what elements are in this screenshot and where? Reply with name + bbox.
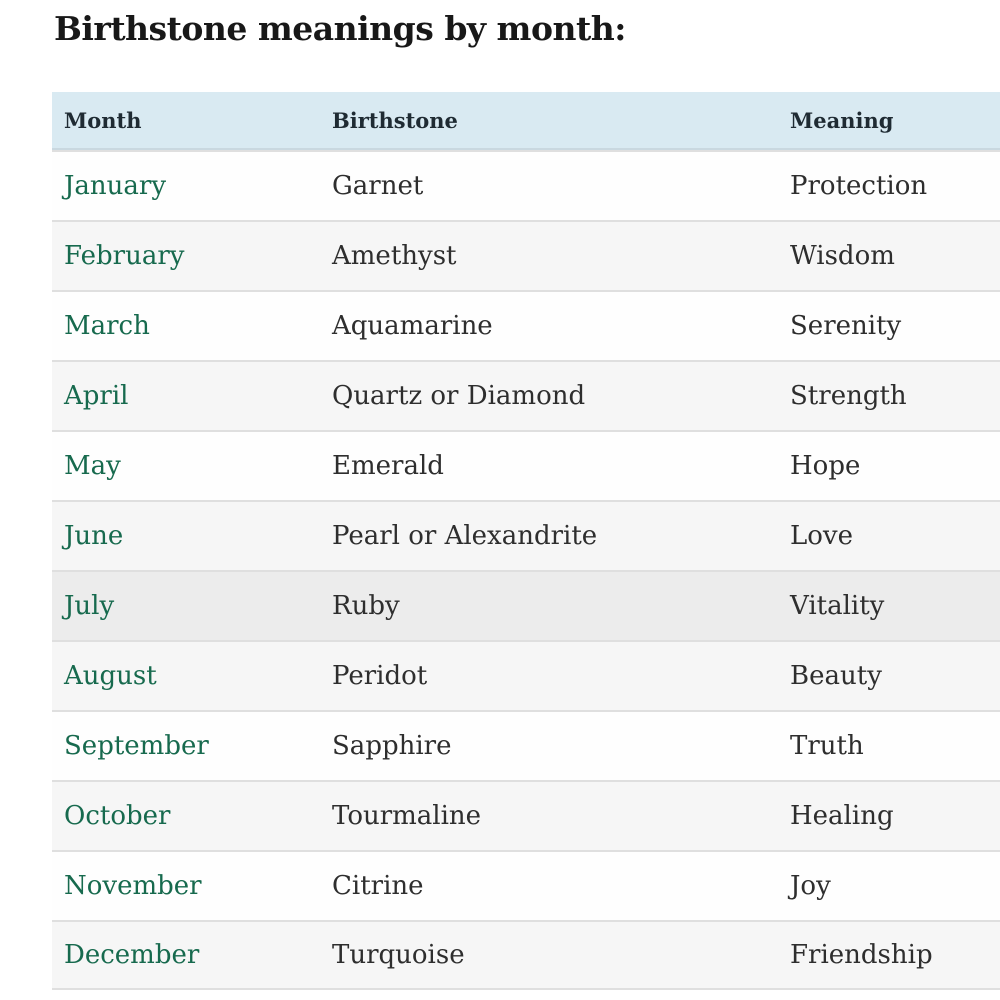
- birthstone-cell: Turquoise: [332, 940, 465, 970]
- birthstone-cell: Emerald: [332, 451, 444, 481]
- month-link[interactable]: October: [64, 801, 171, 831]
- meaning-cell: Vitality: [790, 591, 885, 621]
- month-cell: March: [52, 311, 320, 341]
- meaning-cell: Beauty: [790, 661, 882, 691]
- month-cell: September: [52, 731, 320, 761]
- birthstone-cell: Quartz or Diamond: [332, 381, 586, 411]
- birthstone-cell: Citrine: [332, 871, 424, 901]
- month-cell: February: [52, 241, 320, 271]
- meaning-cell: Joy: [790, 871, 831, 901]
- month-link[interactable]: June: [64, 521, 124, 551]
- month-cell: July: [52, 591, 320, 621]
- column-header-meaning: Meaning: [790, 107, 894, 133]
- month-cell: May: [52, 451, 320, 481]
- month-link[interactable]: February: [64, 241, 185, 271]
- meaning-cell: Wisdom: [790, 241, 895, 271]
- table-row: September Sapphire Truth: [52, 710, 1000, 780]
- table-row: January Garnet Protection: [52, 150, 1000, 220]
- meaning-cell: Truth: [790, 731, 864, 761]
- table-row: October Tourmaline Healing: [52, 780, 1000, 850]
- month-cell: August: [52, 661, 320, 691]
- meaning-cell: Love: [790, 521, 853, 551]
- table-row: June Pearl or Alexandrite Love: [52, 500, 1000, 570]
- table-row: December Turquoise Friendship: [52, 920, 1000, 990]
- month-cell: June: [52, 521, 320, 551]
- month-link[interactable]: August: [64, 661, 157, 691]
- table-row: March Aquamarine Serenity: [52, 290, 1000, 360]
- table-row: July Ruby Vitality: [52, 570, 1000, 640]
- meaning-cell: Serenity: [790, 311, 902, 341]
- table-row: April Quartz or Diamond Strength: [52, 360, 1000, 430]
- month-cell: October: [52, 801, 320, 831]
- meaning-cell: Hope: [790, 451, 861, 481]
- meaning-cell: Protection: [790, 171, 928, 201]
- column-header-month: Month: [64, 107, 142, 133]
- month-cell: December: [52, 940, 320, 970]
- meaning-cell: Strength: [790, 381, 907, 411]
- table-row: August Peridot Beauty: [52, 640, 1000, 710]
- birthstone-cell: Garnet: [332, 171, 424, 201]
- birthstone-cell: Aquamarine: [332, 311, 493, 341]
- month-cell: November: [52, 871, 320, 901]
- birthstone-cell: Ruby: [332, 591, 400, 621]
- table-row: May Emerald Hope: [52, 430, 1000, 500]
- month-link[interactable]: December: [64, 940, 200, 970]
- month-cell: January: [52, 171, 320, 201]
- birthstone-cell: Pearl or Alexandrite: [332, 521, 598, 551]
- month-link[interactable]: March: [64, 311, 150, 341]
- page-title: Birthstone meanings by month:: [54, 9, 626, 48]
- meaning-cell: Healing: [790, 801, 894, 831]
- month-link[interactable]: July: [64, 591, 115, 621]
- month-link[interactable]: May: [64, 451, 121, 481]
- month-cell: April: [52, 381, 320, 411]
- birthstone-cell: Sapphire: [332, 731, 452, 761]
- month-link[interactable]: April: [64, 381, 129, 411]
- birthstone-table: Month Birthstone Meaning January Garnet …: [52, 92, 1000, 990]
- month-link[interactable]: January: [64, 171, 167, 201]
- table-row: February Amethyst Wisdom: [52, 220, 1000, 290]
- birthstone-cell: Amethyst: [332, 241, 457, 271]
- birthstone-cell: Tourmaline: [332, 801, 482, 831]
- table-row: November Citrine Joy: [52, 850, 1000, 920]
- birthstone-cell: Peridot: [332, 661, 428, 691]
- meaning-cell: Friendship: [790, 940, 933, 970]
- table-header-row: Month Birthstone Meaning: [52, 92, 1000, 150]
- column-header-birthstone: Birthstone: [332, 107, 458, 133]
- month-link[interactable]: September: [64, 731, 209, 761]
- month-link[interactable]: November: [64, 871, 202, 901]
